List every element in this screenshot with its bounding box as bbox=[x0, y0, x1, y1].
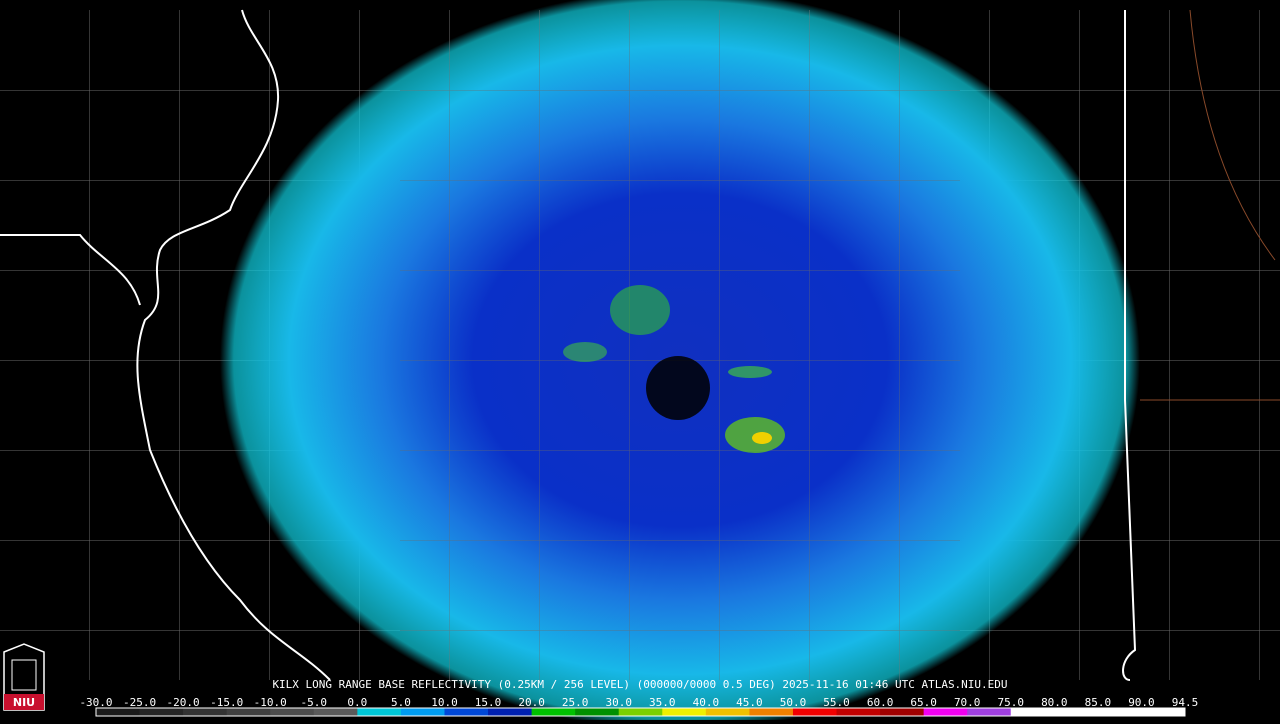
caption: KILX LONG RANGE BASE REFLECTIVITY (0.25K… bbox=[272, 678, 1007, 691]
colorbar-label: 80.0 bbox=[1041, 696, 1068, 709]
colorbar-segment bbox=[1141, 708, 1186, 716]
colorbar-segment bbox=[792, 708, 838, 716]
colorbar-label: 45.0 bbox=[736, 696, 763, 709]
colorbar-label: 94.5 bbox=[1172, 696, 1199, 709]
colorbar-label: 65.0 bbox=[910, 696, 937, 709]
colorbar-label: -10.0 bbox=[254, 696, 287, 709]
colorbar-segment bbox=[270, 708, 315, 716]
colorbar-segment bbox=[488, 708, 533, 716]
colorbar-label: 90.0 bbox=[1128, 696, 1155, 709]
colorbar-segment bbox=[357, 708, 402, 716]
colorbar-segment bbox=[967, 708, 1012, 716]
colorbar-segment bbox=[313, 708, 358, 716]
state-border bbox=[1122, 10, 1137, 681]
colorbar-segment bbox=[531, 708, 576, 716]
colorbar-segment bbox=[226, 708, 271, 716]
colorbar-segment bbox=[96, 708, 141, 716]
colorbar-segment bbox=[836, 708, 881, 716]
colorbar-segment bbox=[662, 708, 707, 716]
colorbar-frame bbox=[95, 707, 1186, 717]
state-border bbox=[0, 234, 141, 306]
colorbar-label: 35.0 bbox=[649, 696, 676, 709]
logo-text: NIU bbox=[13, 696, 35, 709]
colorbar-label: -5.0 bbox=[301, 696, 328, 709]
colorbar-segment bbox=[1097, 708, 1142, 716]
colorbar-label: 70.0 bbox=[954, 696, 981, 709]
river bbox=[1189, 9, 1276, 261]
colorbar-label: 50.0 bbox=[780, 696, 807, 709]
colorbar-segment bbox=[705, 708, 750, 716]
colorbar-label: 60.0 bbox=[867, 696, 894, 709]
colorbar-label: -15.0 bbox=[210, 696, 243, 709]
colorbar-segment bbox=[400, 708, 445, 716]
colorbar-segment bbox=[1010, 708, 1055, 716]
colorbar-label: 20.0 bbox=[518, 696, 545, 709]
colorbar-label: 85.0 bbox=[1085, 696, 1112, 709]
colorbar-label: 55.0 bbox=[823, 696, 850, 709]
colorbar: -30.0 -25.0 -20.0 -15.0 -10.0 -5.0 0.0 5.0 10.0 1… bbox=[79, 696, 1199, 717]
county-grid-overlay bbox=[400, 10, 960, 680]
colorbar-label: 10.0 bbox=[431, 696, 458, 709]
colorbar-segment bbox=[1054, 708, 1099, 716]
colorbar-label: -25.0 bbox=[123, 696, 156, 709]
colorbar-label: 75.0 bbox=[998, 696, 1025, 709]
colorbar-label: -20.0 bbox=[167, 696, 200, 709]
colorbar-label: 0.0 bbox=[347, 696, 367, 709]
colorbar-segment bbox=[139, 708, 184, 716]
colorbar-segment bbox=[749, 708, 794, 716]
precip-cells bbox=[563, 285, 785, 453]
colorbar-label: 25.0 bbox=[562, 696, 589, 709]
colorbar-segment bbox=[183, 708, 228, 716]
colorbar-segment bbox=[880, 708, 925, 716]
colorbar-label: 5.0 bbox=[391, 696, 411, 709]
colorbar-label: 30.0 bbox=[605, 696, 632, 709]
colorbar-segment bbox=[444, 708, 489, 716]
colorbar-label: 15.0 bbox=[475, 696, 502, 709]
colorbar-segment bbox=[575, 708, 620, 716]
colorbar-segment bbox=[923, 708, 968, 716]
colorbar-label: -30.0 bbox=[79, 696, 112, 709]
niu-logo: NIU bbox=[3, 643, 45, 711]
colorbar-segment bbox=[618, 708, 663, 716]
state-border bbox=[136, 9, 331, 681]
radar-site bbox=[646, 356, 710, 420]
colorbar-label: 40.0 bbox=[693, 696, 720, 709]
